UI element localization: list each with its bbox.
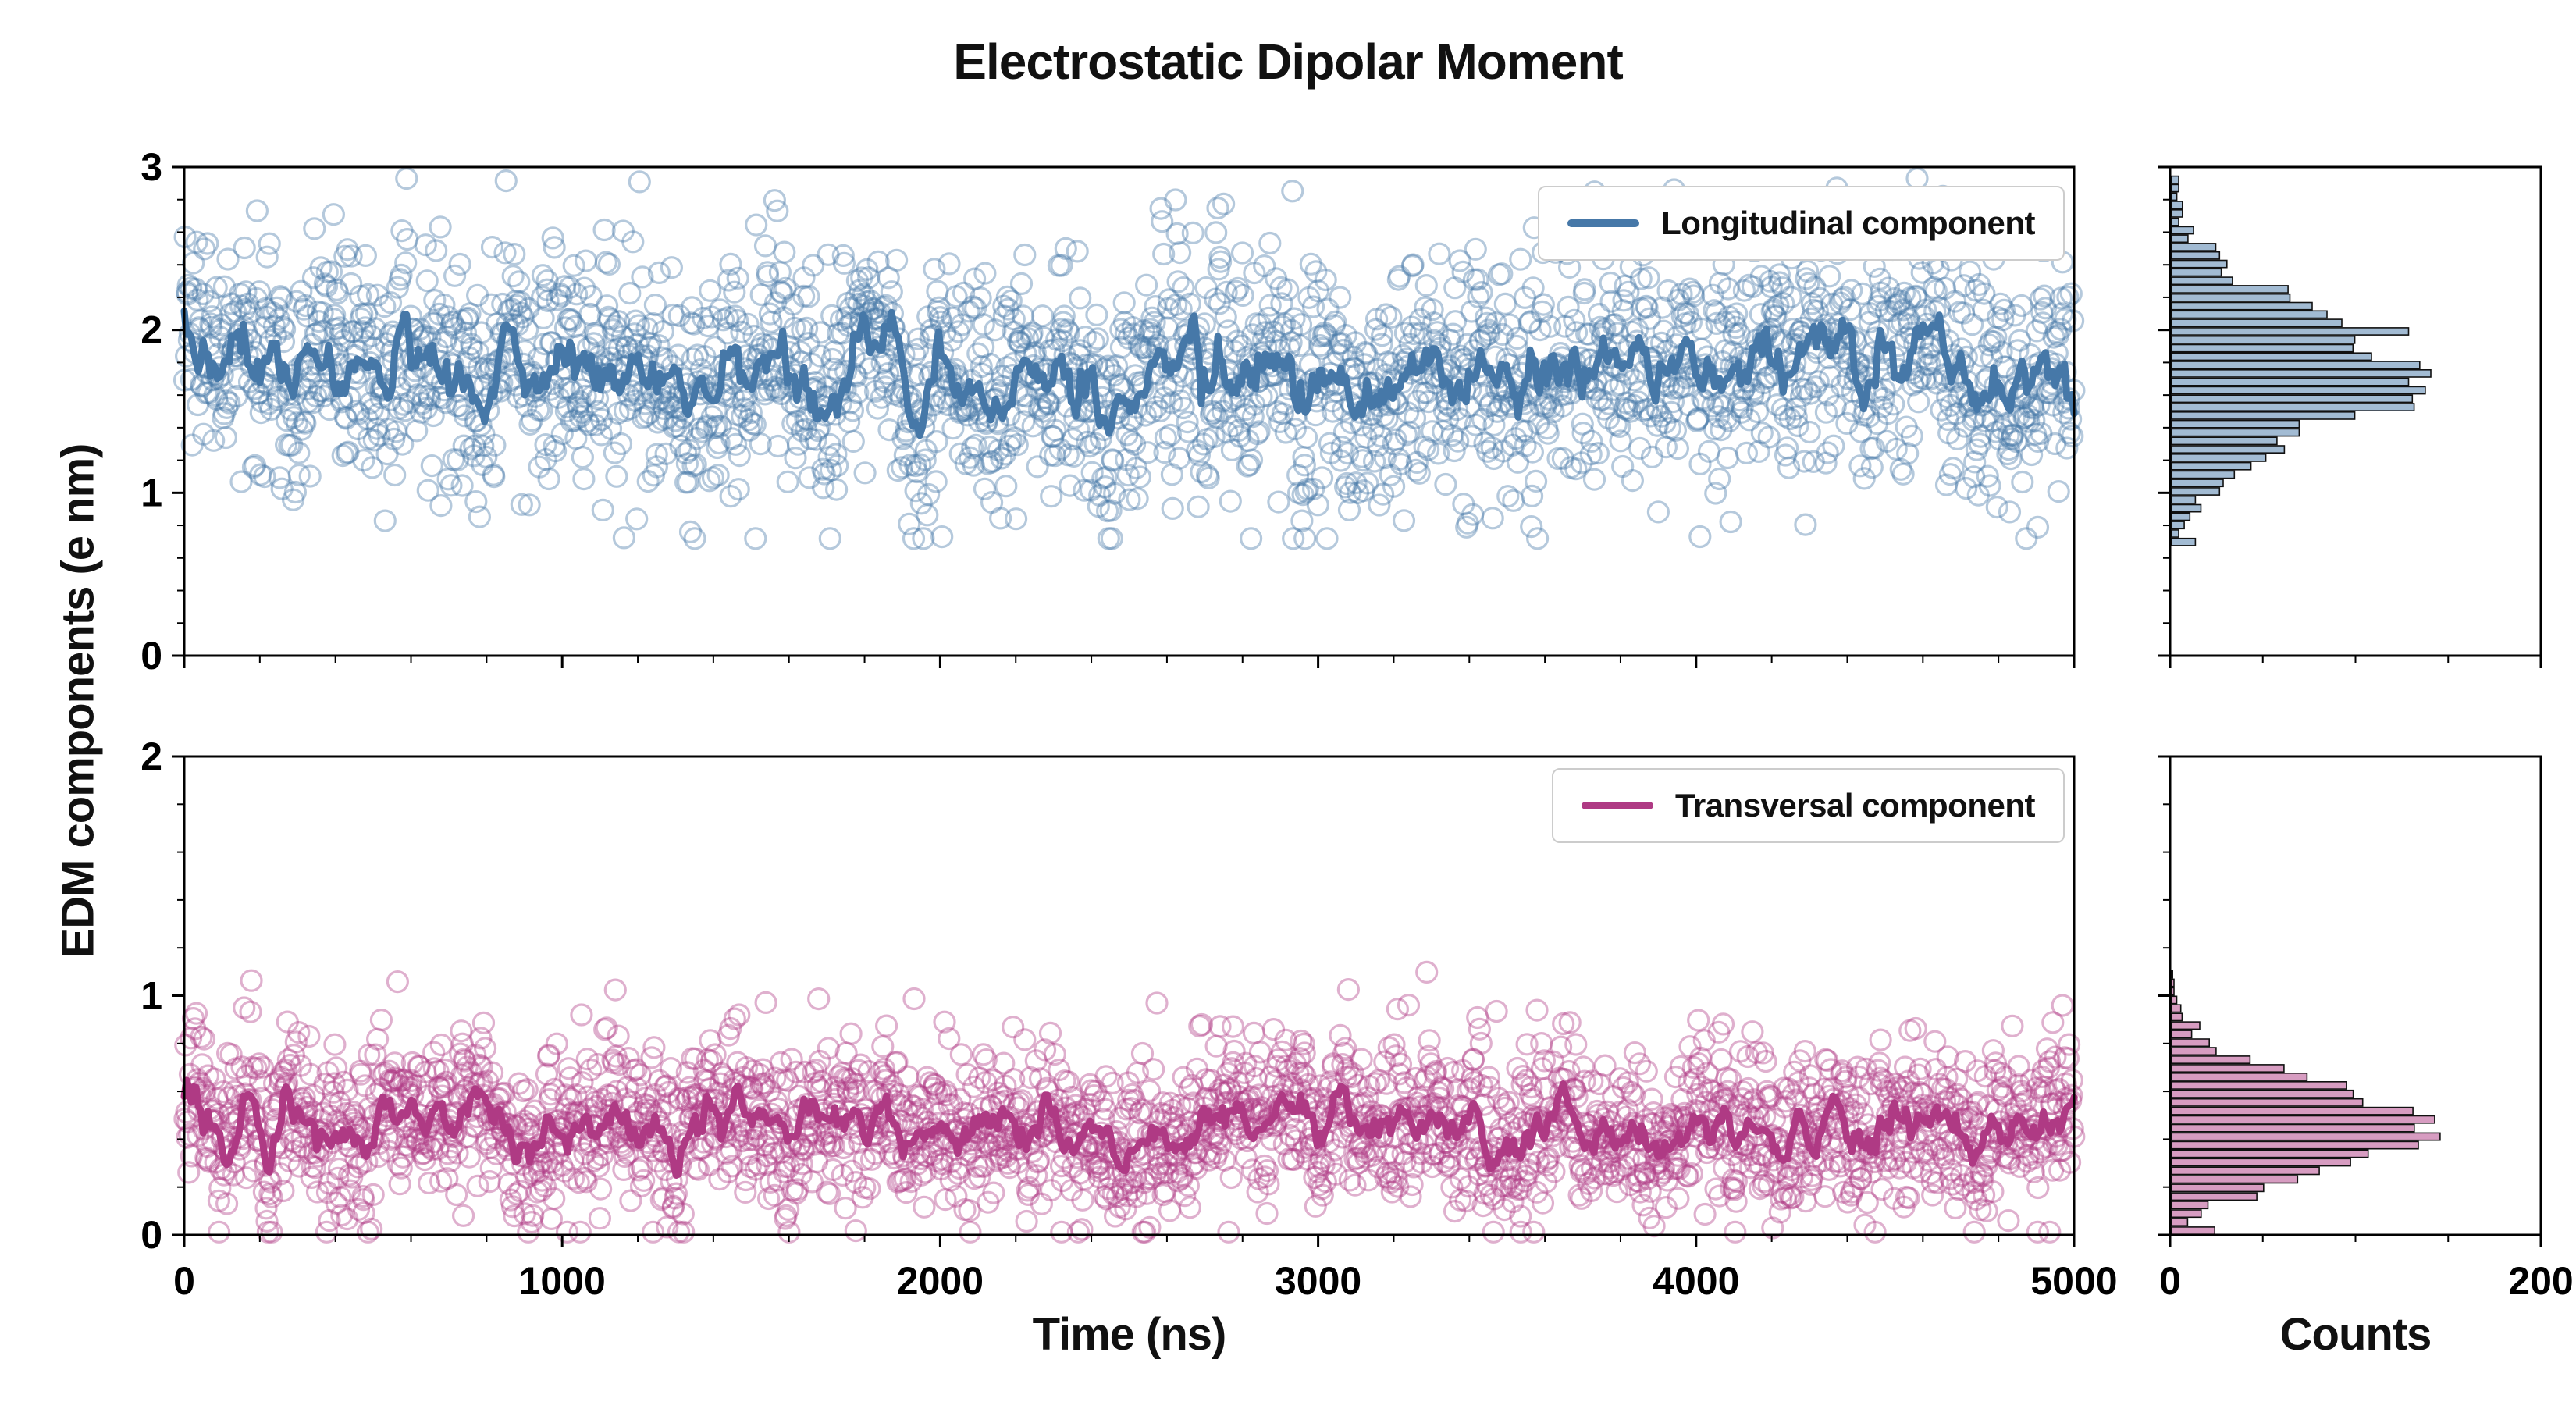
x-tick-label: 200 <box>2508 1259 2573 1303</box>
y-tick-label: 2 <box>141 735 162 778</box>
legend-label-longitudinal: Longitudinal component <box>1661 205 2035 242</box>
y-tick-label: 0 <box>141 1213 162 1257</box>
y-tick-label: 1 <box>141 974 162 1018</box>
x-tick-label: 3000 <box>1275 1259 1361 1303</box>
x-tick-label: 5000 <box>2030 1259 2117 1303</box>
panel-transversal: 0 1000 2000 3000 4000 5000 0 1 2 0 200 <box>141 735 2574 1303</box>
legend-label-transversal: Transversal component <box>1675 787 2035 824</box>
y-tick-label: 0 <box>141 634 162 678</box>
histogram-transversal <box>2172 971 2440 1235</box>
chart-title: Electrostatic Dipolar Moment <box>0 33 2576 91</box>
axes-hist-transversal: 0 200 <box>2158 756 2574 1303</box>
x-tick-label: 1000 <box>519 1259 606 1303</box>
legend-transversal: Transversal component <box>1552 768 2065 843</box>
legend-longitudinal: Longitudinal component <box>1538 186 2065 261</box>
y-axis-label: EDM components (e nm) <box>52 444 105 959</box>
y-tick-label: 2 <box>141 308 162 352</box>
x-axis-label: Time (ns) <box>184 1308 2074 1361</box>
histogram-longitudinal <box>2172 176 2432 546</box>
counts-axis-label: Counts <box>2170 1308 2541 1361</box>
x-tick-label: 4000 <box>1653 1259 1739 1303</box>
scatter-transversal <box>175 962 2084 1242</box>
x-tick-label: 0 <box>173 1259 195 1303</box>
y-tick-label: 3 <box>141 145 162 189</box>
legend-line-swatch-transversal <box>1582 802 1653 809</box>
legend-line-swatch-longitudinal <box>1567 219 1639 227</box>
x-tick-label: 2000 <box>897 1259 984 1303</box>
panel-longitudinal: 0 1 2 3 <box>141 145 2541 678</box>
x-tick-label: 0 <box>2159 1259 2181 1303</box>
y-tick-label: 1 <box>141 471 162 514</box>
